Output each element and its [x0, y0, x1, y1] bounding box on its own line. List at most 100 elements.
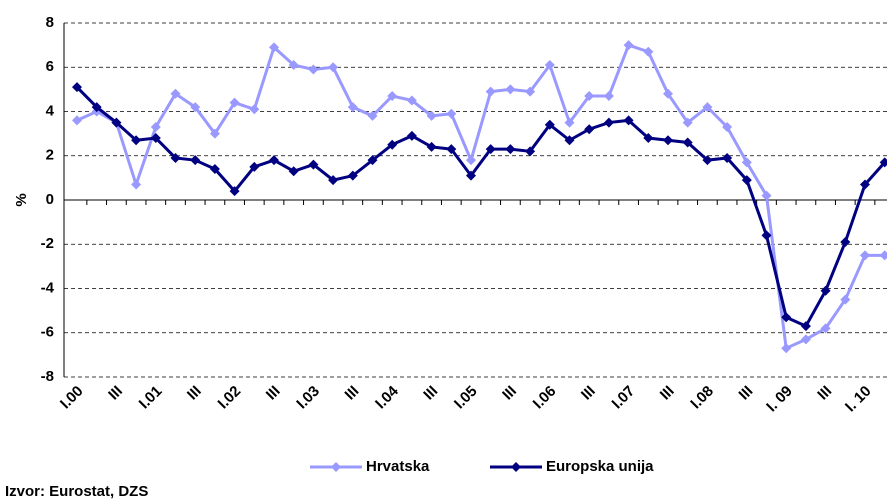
point	[367, 110, 378, 121]
x-tick-label: I.08	[687, 383, 717, 413]
x-tick-label: III	[420, 383, 441, 404]
point	[702, 102, 713, 113]
point	[603, 91, 614, 102]
point	[328, 62, 339, 73]
y-axis-label: %	[13, 193, 30, 206]
point	[387, 91, 398, 102]
point	[682, 117, 693, 128]
point	[229, 97, 240, 108]
point	[209, 164, 220, 175]
point	[131, 179, 142, 190]
point	[623, 115, 634, 126]
x-tick-label: I.06	[530, 383, 560, 413]
point	[761, 230, 772, 241]
point	[722, 152, 733, 163]
point	[603, 117, 614, 128]
y-tick-label: 2	[46, 147, 54, 164]
point	[879, 250, 887, 261]
point	[485, 86, 496, 97]
x-tick-label: III	[184, 383, 205, 404]
y-tick-label: 4	[46, 102, 55, 119]
point	[505, 84, 516, 95]
x-tick-label: I.05	[451, 383, 481, 413]
point	[466, 155, 476, 166]
point	[544, 119, 555, 130]
point	[347, 102, 358, 113]
point	[288, 166, 299, 177]
point	[347, 170, 358, 181]
point	[446, 144, 457, 155]
x-tick-label: I. 10	[842, 383, 875, 416]
x-tick-label: III	[578, 383, 599, 404]
point	[91, 102, 102, 113]
point	[781, 312, 792, 323]
legend-marker	[511, 462, 521, 472]
point	[820, 323, 831, 334]
series-line	[76, 43, 885, 351]
x-tick-label: III	[736, 383, 757, 404]
point	[209, 128, 220, 139]
legend-label: Hrvatska	[366, 458, 430, 475]
point	[72, 115, 82, 126]
point	[190, 155, 201, 166]
point	[860, 250, 870, 261]
point	[623, 40, 634, 51]
point	[288, 60, 299, 71]
point	[564, 135, 575, 146]
point	[269, 155, 279, 166]
x-tick-label: I.03	[293, 383, 323, 413]
x-tick-label: III	[105, 383, 126, 404]
point	[722, 121, 733, 132]
x-tick-label: III	[499, 383, 520, 404]
point	[131, 135, 142, 146]
y-tick-label: -4	[41, 279, 55, 296]
point	[525, 86, 536, 97]
point	[446, 108, 457, 119]
point	[643, 46, 654, 57]
point	[820, 285, 831, 296]
point	[466, 170, 476, 181]
point	[249, 161, 260, 172]
y-tick-label: 0	[46, 191, 54, 208]
point	[485, 144, 496, 155]
point	[761, 190, 772, 201]
point	[879, 157, 887, 168]
x-tick-label: I.07	[609, 383, 639, 413]
point	[111, 117, 122, 128]
legend-marker	[331, 462, 341, 472]
x-tick-label: I.00	[57, 383, 87, 413]
point	[781, 343, 792, 354]
point	[249, 104, 260, 115]
x-tick-label: III	[342, 383, 363, 404]
point	[702, 155, 713, 166]
point	[663, 135, 673, 146]
point	[564, 117, 575, 128]
point	[406, 130, 417, 141]
point	[72, 82, 82, 93]
x-tick-label: I.02	[215, 383, 245, 413]
point	[860, 179, 870, 190]
x-tick-label: I. 09	[763, 383, 796, 416]
point	[643, 133, 654, 144]
point	[387, 139, 398, 150]
point	[406, 95, 417, 106]
point	[426, 110, 437, 121]
point	[584, 91, 595, 102]
point	[170, 88, 181, 99]
point	[170, 152, 181, 163]
x-tick-label: III	[814, 383, 835, 404]
point	[840, 237, 851, 248]
source: Izvor: Eurostat, DZS	[5, 483, 148, 500]
point	[741, 175, 752, 186]
point	[229, 186, 240, 197]
point	[426, 141, 437, 152]
point	[663, 88, 673, 99]
x-tick-label: III	[263, 383, 284, 404]
point	[150, 121, 161, 132]
y-tick-label: -8	[41, 368, 54, 385]
point	[190, 102, 201, 113]
y-tick-label: -6	[41, 324, 54, 341]
point	[367, 155, 378, 166]
point	[328, 175, 339, 186]
